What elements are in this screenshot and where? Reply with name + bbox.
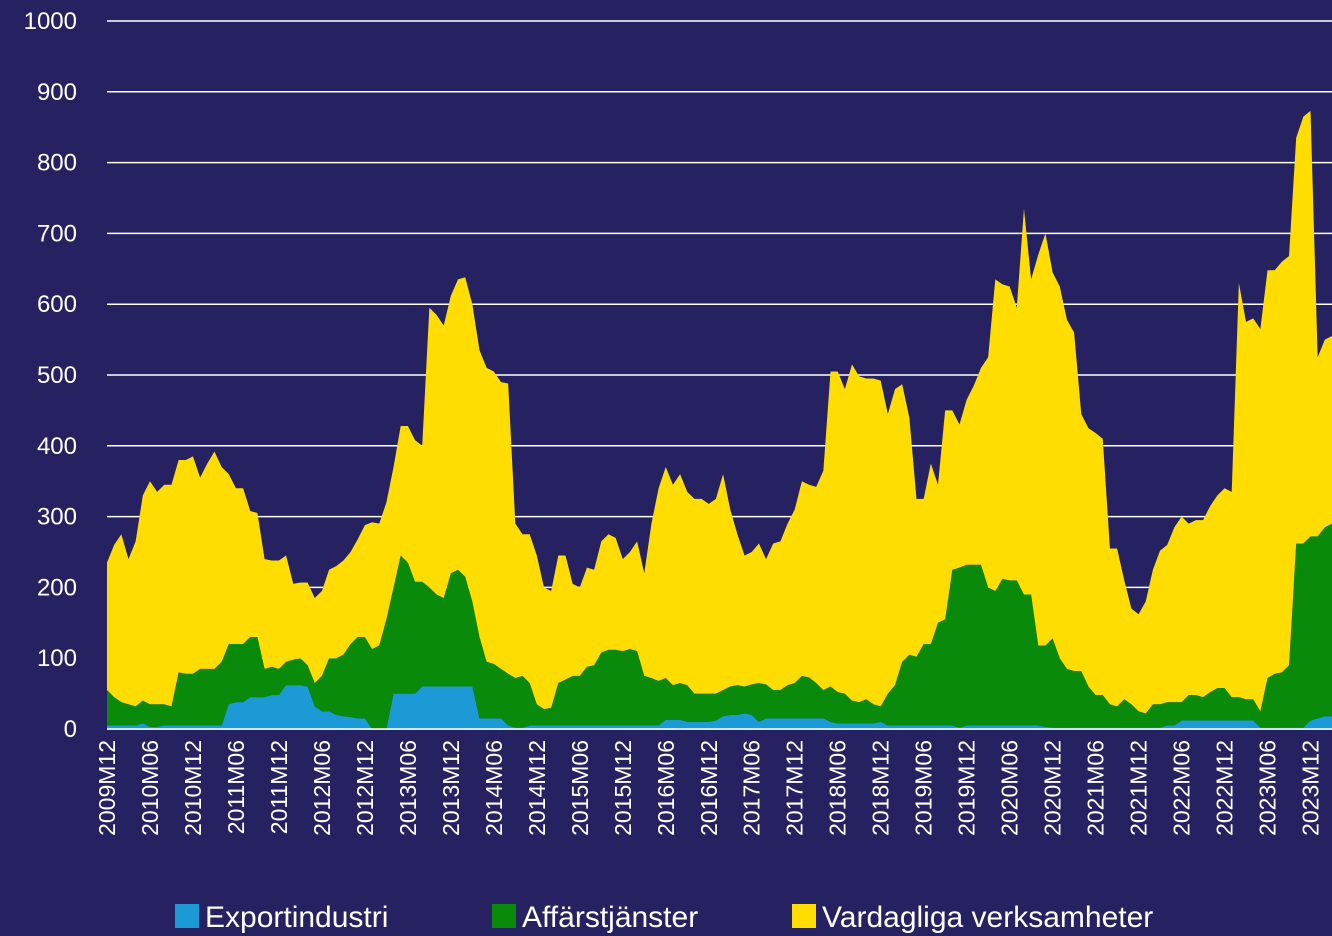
x-tick-label: 2018M06 bbox=[825, 740, 851, 836]
x-tick-label: 2015M12 bbox=[610, 740, 636, 836]
x-tick-label: 2020M06 bbox=[997, 740, 1023, 836]
x-tick-label: 2010M12 bbox=[180, 740, 206, 836]
y-tick-label: 800 bbox=[37, 150, 77, 177]
legend-label: Vardagliga verksamheter bbox=[822, 901, 1153, 934]
legend-swatch bbox=[492, 904, 516, 928]
axes: 0 100 200 300 400 500 600 700 800 900 1000 2009M12 2… bbox=[24, 8, 1332, 836]
x-tick-label: 2009M12 bbox=[94, 740, 120, 836]
legend-swatch bbox=[175, 904, 199, 928]
x-tick-label: 2023M12 bbox=[1298, 740, 1324, 836]
area bbox=[107, 523, 1332, 729]
legend-label: Affärstjänster bbox=[522, 901, 698, 934]
x-tick-label: 2019M06 bbox=[911, 740, 937, 836]
legend-swatch bbox=[792, 904, 816, 928]
x-tick-label: 2020M12 bbox=[1040, 740, 1066, 836]
areas bbox=[107, 110, 1332, 729]
legend-label: Exportindustri bbox=[205, 901, 388, 934]
x-tick-label: 2010M06 bbox=[137, 740, 163, 836]
x-tick-label: 2017M06 bbox=[739, 740, 765, 836]
x-tick-label: 2021M06 bbox=[1083, 740, 1109, 836]
x-tick-label: 2011M06 bbox=[223, 740, 249, 834]
x-tick-label: 2015M06 bbox=[567, 740, 593, 836]
x-tick-label: 2012M12 bbox=[352, 740, 378, 836]
y-tick-label: 1000 bbox=[24, 8, 77, 35]
x-tick-label: 2021M12 bbox=[1126, 740, 1152, 836]
y-tick-label: 500 bbox=[37, 362, 77, 389]
area bbox=[107, 110, 1332, 714]
x-tick-label: 2017M12 bbox=[782, 740, 808, 836]
y-tick-label: 0 bbox=[64, 716, 77, 743]
x-tick-label: 2022M12 bbox=[1212, 740, 1238, 836]
legend: Exportindustri Affärstjänster Vardagliga v… bbox=[175, 901, 1153, 934]
x-tick-label: 2016M06 bbox=[653, 740, 679, 836]
x-tick-label: 2019M12 bbox=[954, 740, 980, 836]
y-tick-label: 400 bbox=[37, 433, 77, 460]
y-tick-label: 200 bbox=[37, 574, 77, 601]
x-tick-label: 2013M06 bbox=[395, 740, 421, 836]
x-tick-label: 2023M06 bbox=[1255, 740, 1281, 836]
x-tick-label: 2022M06 bbox=[1169, 740, 1195, 836]
x-tick-label: 2018M12 bbox=[868, 740, 894, 836]
x-tick-label: 2012M06 bbox=[309, 740, 335, 836]
x-tick-label: 2011M12 bbox=[266, 740, 292, 834]
y-tick-label: 300 bbox=[37, 504, 77, 531]
y-tick-label: 600 bbox=[37, 291, 77, 318]
x-tick-label: 2014M12 bbox=[524, 740, 550, 836]
y-tick-label: 700 bbox=[37, 220, 77, 247]
x-tick-label: 2013M12 bbox=[438, 740, 464, 836]
y-tick-label: 100 bbox=[37, 645, 77, 672]
y-tick-label: 900 bbox=[37, 79, 77, 106]
x-tick-label: 2016M12 bbox=[696, 740, 722, 836]
area bbox=[107, 685, 1332, 729]
x-tick-label: 2014M06 bbox=[481, 740, 507, 836]
